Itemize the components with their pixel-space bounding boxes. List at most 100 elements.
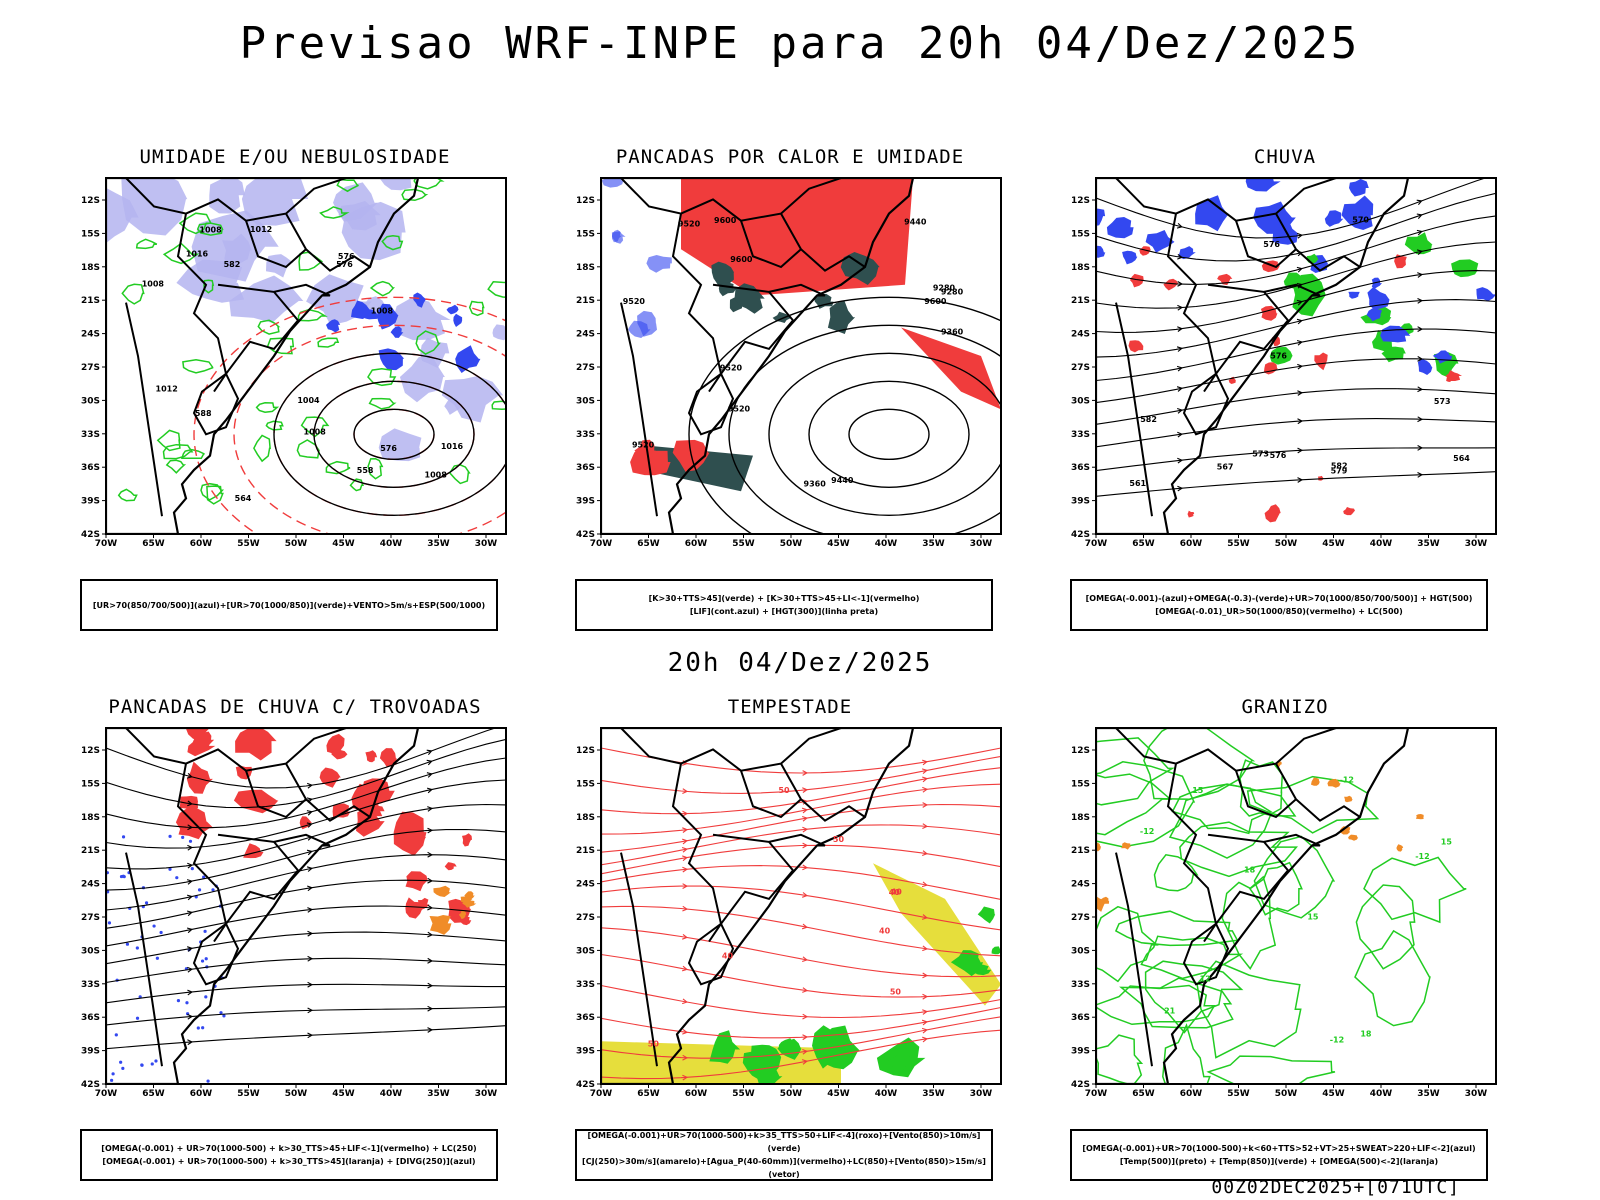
legend-line: [Temp(500)](preto) + [Temp(850)](verde) … (1119, 1157, 1439, 1166)
country-border (620, 302, 658, 517)
lif-contour (646, 255, 672, 273)
streamline (601, 927, 1001, 978)
contour-label: 1012 (156, 385, 178, 394)
divergence-dot (154, 1059, 158, 1063)
divergence-dot (122, 875, 126, 879)
streamline-arrow (186, 879, 194, 885)
coastline (1096, 178, 1410, 534)
lat-label: 33S (81, 980, 100, 990)
lon-label: 70W (95, 539, 118, 549)
streamline-arrow (426, 759, 433, 766)
streamline-arrow (1296, 299, 1303, 306)
lon-label: 55W (1227, 1089, 1250, 1099)
streamline-arrow (427, 982, 434, 989)
streamline-arrow (306, 849, 313, 856)
thunder-area (365, 750, 378, 763)
divergence-dot (175, 876, 179, 880)
streamline-arrow (1417, 386, 1424, 393)
country-border (125, 852, 163, 1067)
contour-label: 50 (890, 988, 902, 997)
humidity-contour (135, 238, 158, 250)
omega500-area (1096, 896, 1107, 912)
humidity-core (326, 319, 341, 333)
streamline-arrow (802, 826, 809, 833)
contour-label: 579 (1331, 467, 1348, 476)
humidity-area (378, 428, 422, 462)
divergence-dot (222, 1014, 226, 1018)
country-border (1235, 770, 1297, 819)
streamline (601, 953, 1001, 998)
streamline-arrow (802, 956, 809, 963)
lon-label: 65W (1132, 539, 1155, 549)
streamline (601, 767, 1001, 815)
rain-area (1394, 254, 1407, 269)
legend-line: [K>30+TTS>45](verde) + [K>30+TTS>45+LI<-… (648, 594, 920, 603)
humidity-contour (162, 443, 194, 460)
lat-label: 39S (81, 1047, 100, 1057)
wind-area (821, 1025, 861, 1070)
streamline-arrow (802, 987, 809, 993)
legend-line: [CJ(250)>30m/s](amarelo)+[Agua_P(40-60mm… (582, 1157, 986, 1179)
contour-label: 576 (338, 252, 355, 261)
panel-legend: [OMEGA(-0.001)-(azul)+OMEGA(-0.3)-(verde… (1070, 579, 1488, 631)
omega-area (1417, 358, 1433, 375)
temp850-isoline (1140, 935, 1244, 980)
streamline-arrow (1417, 472, 1424, 478)
instability-area (901, 327, 1001, 410)
lon-label: 65W (637, 539, 660, 549)
omega500-area (1344, 795, 1353, 803)
humidity-contour (317, 337, 340, 348)
rain-area (1264, 504, 1281, 523)
streamline-arrow (427, 904, 434, 911)
map-trovoadas: 12S 15S 18S 21S 24S 27S 30S 33S 36S 39S 42S 70W 65W 6… (80, 724, 510, 1110)
lon-label: 30W (1465, 539, 1488, 549)
streamline-arrow (1417, 298, 1424, 304)
isoline (273, 352, 506, 516)
country-border (1115, 302, 1153, 517)
streamline (106, 779, 506, 849)
country-border (1207, 833, 1290, 925)
lon-label: 45W (1322, 539, 1345, 549)
contour-label: 18 (1360, 1029, 1372, 1038)
omega500-area (1311, 777, 1320, 786)
lat-label: 36S (81, 1013, 100, 1023)
panel-legend: [OMEGA(-0.001)+UR>70(1000-500)+k<60+TTS>… (1070, 1129, 1488, 1181)
streamline-arrow (682, 838, 689, 845)
lon-label: 35W (922, 539, 945, 549)
streamline-arrow (921, 1027, 929, 1034)
divergence-dot (119, 1060, 123, 1064)
streamline-arrow (307, 981, 314, 988)
divergence-dot (185, 1001, 189, 1005)
divergence-dot (152, 924, 156, 928)
divergence-dot (110, 1078, 114, 1082)
omega-area (1096, 245, 1106, 258)
streamline-arrow (1176, 365, 1184, 372)
humidity-contour (415, 330, 441, 355)
lat-label: 27S (1071, 913, 1090, 923)
divergence-dot (188, 839, 193, 843)
contour-label: 21 (1164, 1007, 1176, 1016)
streamline-arrow (187, 1039, 194, 1046)
humidity-area (241, 178, 309, 226)
contour-label: 15 (1192, 786, 1204, 795)
lon-label: 60W (1180, 539, 1203, 549)
lat-label: 24S (576, 880, 595, 890)
streamline-arrow (426, 772, 433, 778)
coastline (1096, 728, 1410, 1084)
rain-area (1163, 278, 1179, 291)
contour-label: 9440 (831, 476, 854, 485)
coastline (106, 728, 420, 1084)
contour-label: 564 (1453, 454, 1470, 463)
omega500-area (1396, 844, 1404, 852)
omega-area (1341, 195, 1374, 230)
divergence-dot (119, 874, 124, 879)
streamline-arrow (682, 788, 689, 795)
panel-trovoadas: PANCADAS DE CHUVA C/ TROVOADAS 12S 15S 18S… (80, 696, 510, 1181)
streamline-arrow (1296, 339, 1304, 346)
map-svg: 58257657657357056756456157957658257312S1… (1071, 177, 1497, 549)
streamline-arrow (1296, 318, 1303, 325)
humidity-contour (253, 434, 271, 463)
humidity-area (209, 178, 245, 214)
lon-label: 35W (1417, 539, 1440, 549)
humidity-area (379, 178, 413, 191)
